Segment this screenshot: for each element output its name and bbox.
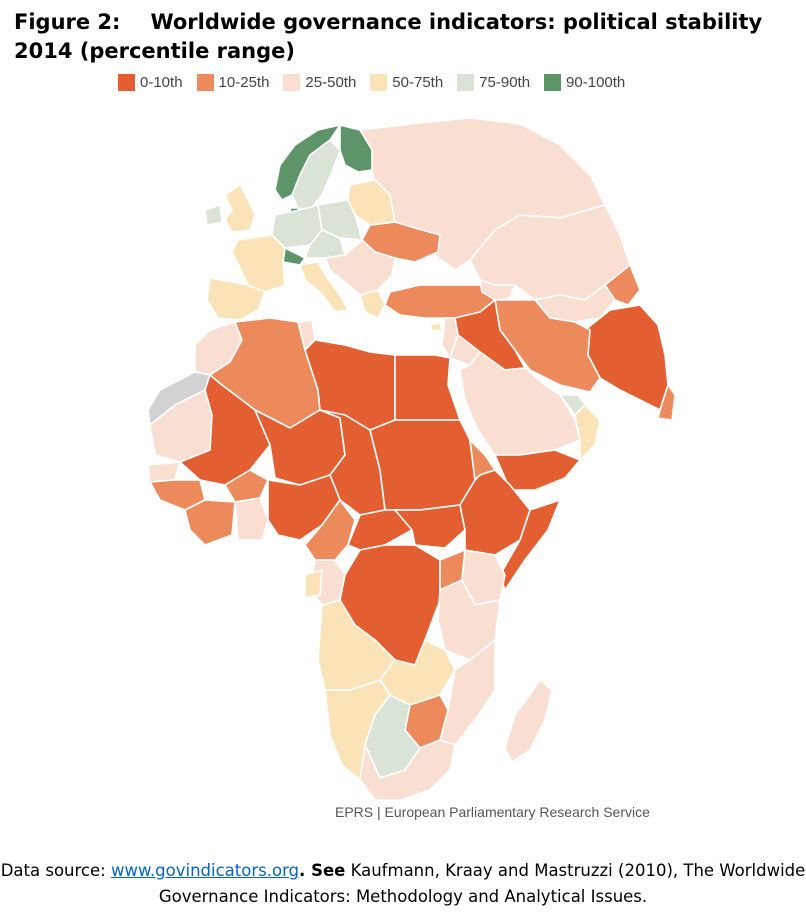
region-ghana-togo (234, 497, 269, 541)
legend-swatch-75-90 (457, 73, 475, 91)
source-see: See (305, 861, 346, 880)
legend-label-25-50: 25-50th (305, 73, 357, 91)
region-cyprus (429, 322, 443, 332)
legend-label-75-90: 75-90th (479, 73, 531, 91)
figure-title: Figure 2: Worldwide governance indicators… (14, 8, 794, 66)
data-source-note: Data source: www.govindicators.org. See … (0, 858, 806, 910)
legend-item-10-25: 10-25th (196, 73, 270, 91)
region-oman (574, 404, 601, 461)
region-italy (299, 261, 349, 313)
region-uk (224, 184, 256, 233)
figure-title-text: Worldwide governance indicators: politic… (14, 10, 763, 63)
legend-item-0-10: 0-10th (118, 73, 183, 91)
legend-label-10-25: 10-25th (218, 73, 270, 91)
map-credit: EPRS | European Parliamentary Research S… (335, 804, 650, 820)
region-india-edge (657, 384, 676, 421)
region-sudan (369, 419, 476, 511)
region-finland (339, 124, 373, 173)
govindicators-link[interactable]: www.govindicators.org (110, 861, 300, 880)
map-legend: 0-10th 10-25th 25-50th 50-75th 75-90th 9… (118, 71, 639, 93)
legend-swatch-90-100 (544, 73, 562, 91)
region-spain (206, 277, 266, 321)
legend-item-25-50: 25-50th (283, 73, 357, 91)
legend-item-90-100: 90-100th (544, 73, 626, 91)
region-cameroon (304, 499, 356, 561)
figure-number: Figure 2: (14, 10, 121, 34)
region-france (231, 234, 286, 293)
region-somalia (499, 499, 561, 591)
region-uzbekistan (604, 264, 641, 306)
region-switzerland (282, 247, 306, 266)
region-senegal (147, 461, 181, 483)
legend-label-90-100: 90-100th (566, 73, 626, 91)
source-prefix: Data source: (0, 861, 111, 880)
source-citation: Kaufmann, Kraay and Mastruzzi (2010), Th… (158, 861, 806, 906)
region-egypt (394, 354, 461, 421)
region-south-africa (359, 739, 456, 801)
region-ivory-coast (184, 499, 236, 546)
region-caucasus (479, 279, 516, 301)
legend-swatch-50-75 (370, 73, 388, 91)
legend-label-50-75: 50-75th (392, 73, 444, 91)
choropleth-map (147, 117, 676, 801)
region-burkina (224, 469, 269, 503)
region-balkans (324, 239, 396, 296)
region-angola-north (304, 569, 323, 599)
region-madagascar (504, 679, 553, 763)
legend-item-75-90: 75-90th (457, 73, 531, 91)
region-ireland (204, 204, 223, 226)
legend-swatch-25-50 (283, 73, 301, 91)
region-south-sudan (394, 504, 466, 549)
legend-item-50-75: 50-75th (370, 73, 444, 91)
region-afghanistan-pakistan (584, 304, 669, 411)
legend-swatch-10-25 (196, 73, 214, 91)
legend-swatch-0-10 (118, 73, 135, 91)
source-sep: . (299, 861, 306, 880)
region-saudi (459, 351, 581, 456)
legend-label-0-10: 0-10th (140, 73, 183, 91)
region-greece (359, 289, 386, 319)
